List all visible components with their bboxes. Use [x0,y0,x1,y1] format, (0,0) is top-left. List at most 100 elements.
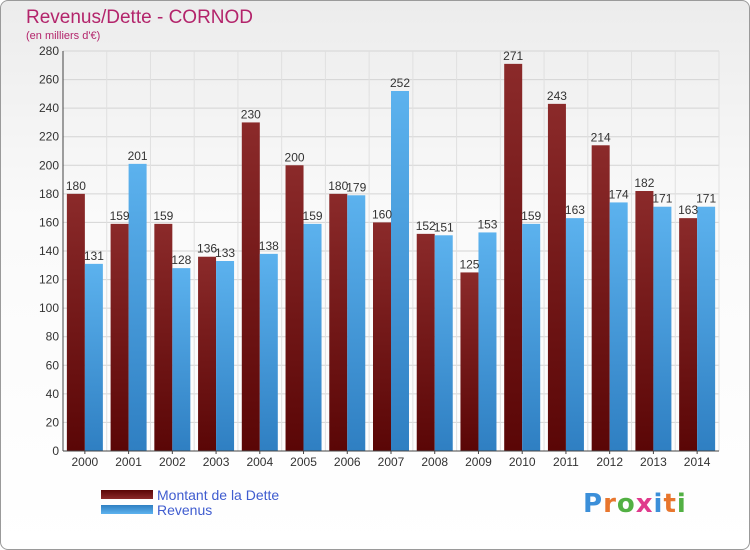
bar-revenue [653,206,672,451]
data-label-revenue: 171 [652,192,672,206]
y-tick-label: 220 [39,130,59,144]
x-tick-label: 2009 [465,455,492,469]
y-tick-label: 0 [52,444,59,458]
data-label-debt: 243 [547,89,567,103]
bar-debt [373,222,391,451]
bar-revenue [434,235,453,451]
data-label-revenue: 133 [215,246,235,260]
bar-debt [679,218,698,451]
data-label-revenue: 131 [84,249,104,263]
logo-letter: P [583,489,604,519]
y-tick-label: 240 [39,101,59,115]
data-label-debt: 159 [153,209,173,223]
data-label-debt: 271 [503,49,523,63]
data-label-revenue: 159 [521,209,541,223]
data-label-debt: 160 [372,207,392,221]
data-label-debt: 152 [416,219,436,233]
y-tick-label: 60 [46,358,60,372]
x-tick-label: 2013 [640,455,667,469]
bar-debt [635,191,654,451]
data-label-debt: 230 [241,107,261,121]
data-label-debt: 125 [459,257,479,271]
bar-debt [416,233,435,451]
legend-swatch-revenue [101,505,153,514]
bar-revenue [347,195,366,451]
y-tick-label: 120 [39,273,59,287]
x-tick-label: 2005 [290,455,317,469]
logo-letter: i [676,489,687,519]
bar-debt [285,165,304,452]
y-tick-label: 280 [39,44,59,58]
chart-subtitle: (en milliers d'€) [26,30,101,42]
y-tick-label: 20 [46,415,60,429]
bar-revenue [259,253,278,451]
y-tick-label: 200 [39,158,59,172]
logo-letter: t [663,489,677,519]
bar-revenue [303,223,322,451]
x-tick-label: 2003 [203,455,230,469]
data-label-revenue: 171 [696,192,716,206]
y-tick-label: 40 [46,387,60,401]
x-tick-label: 2004 [246,455,273,469]
bar-debt [591,145,610,452]
bar-revenue [216,261,235,451]
bar-debt [329,193,348,451]
bar-revenue [609,202,628,451]
legend: Montant de la Dette Revenus [101,486,280,518]
logo-letter: r [603,489,617,519]
data-label-revenue: 174 [609,187,629,201]
data-label-revenue: 163 [565,203,585,217]
data-label-debt: 159 [110,209,130,223]
data-label-revenue: 151 [434,220,454,234]
bar-revenue [565,218,584,451]
bar-debt [241,122,260,451]
bar-debt [198,256,217,451]
data-label-revenue: 128 [171,253,191,267]
legend-swatch-debt [101,490,153,499]
x-tick-label: 2007 [378,455,405,469]
y-tick-label: 140 [39,244,59,258]
x-tick-label: 2012 [596,455,623,469]
y-tick-label: 260 [39,73,59,87]
x-tick-label: 2002 [159,455,186,469]
data-label-revenue: 201 [128,149,148,163]
data-label-revenue: 179 [346,180,366,194]
x-tick-label: 2000 [72,455,99,469]
data-label-debt: 200 [285,150,305,164]
bar-debt [110,223,129,451]
bar-debt [460,272,479,451]
bar-debt [154,223,173,451]
bar-revenue [697,206,716,451]
bar-revenue [128,163,147,451]
logo-letter: o [616,489,636,519]
bar-revenue [478,232,497,451]
legend-label-debt: Montant de la Dette [157,486,280,503]
data-label-debt: 180 [66,179,86,193]
data-label-debt: 180 [328,179,348,193]
x-tick-label: 2011 [553,455,579,469]
y-tick-label: 100 [39,301,59,315]
bar-debt [66,193,85,451]
x-tick-label: 2001 [115,455,142,469]
y-tick-label: 160 [39,215,59,229]
data-label-debt: 163 [678,203,698,217]
data-label-revenue: 138 [259,239,279,253]
data-label-revenue: 159 [303,209,323,223]
data-label-debt: 182 [634,176,654,190]
bar-debt [547,103,566,451]
bar-revenue [391,91,409,451]
x-tick-label: 2014 [684,455,711,469]
data-label-revenue: 252 [390,76,410,90]
proxiti-logo: Proxiti [583,489,687,519]
x-tick-label: 2006 [334,455,361,469]
chart-title: Revenus/Dette - CORNOD [26,7,254,28]
data-label-debt: 214 [591,130,611,144]
y-tick-label: 180 [39,187,59,201]
y-tick-label: 80 [46,330,60,344]
x-tick-label: 2008 [421,455,448,469]
legend-item-debt: Montant de la Dette [101,486,280,503]
legend-label-revenue: Revenus [157,501,213,518]
legend-item-revenue: Revenus [101,501,279,518]
